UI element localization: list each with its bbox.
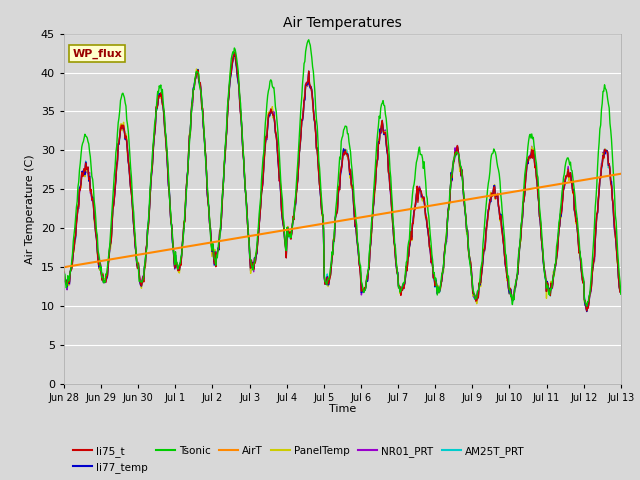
AM25T_PRT (231, 51, 239, 57)
NR01_PRT (230, 51, 238, 57)
AM25T_PRT (617, 287, 625, 293)
NR01_PRT (617, 287, 625, 292)
PanelTemp (617, 289, 625, 295)
li75_t (214, 249, 221, 255)
li77_temp (583, 309, 591, 314)
Line: PanelTemp: PanelTemp (64, 54, 621, 312)
PanelTemp (184, 168, 192, 174)
Tsonic (428, 240, 435, 246)
li75_t (411, 207, 419, 213)
li75_t (583, 308, 591, 314)
PanelTemp (411, 205, 419, 211)
AM25T_PRT (70, 245, 78, 251)
li77_temp (428, 255, 435, 261)
li77_temp (411, 205, 419, 211)
Y-axis label: Air Temperature (C): Air Temperature (C) (26, 154, 35, 264)
Tsonic (70, 231, 78, 237)
AM25T_PRT (184, 168, 192, 173)
NR01_PRT (184, 166, 192, 172)
Text: WP_flux: WP_flux (72, 48, 122, 59)
Line: NR01_PRT: NR01_PRT (64, 54, 621, 310)
Line: AM25T_PRT: AM25T_PRT (64, 54, 621, 311)
Tsonic (60, 271, 68, 276)
PanelTemp (583, 309, 591, 314)
AirT (60, 264, 68, 270)
li75_t (70, 245, 78, 251)
Line: li75_t: li75_t (64, 52, 621, 311)
Tsonic (583, 303, 591, 309)
NR01_PRT (583, 307, 591, 312)
Title: Air Temperatures: Air Temperatures (283, 16, 402, 30)
NR01_PRT (411, 206, 419, 212)
AM25T_PRT (127, 187, 135, 193)
AirT (127, 253, 135, 259)
NR01_PRT (127, 191, 135, 197)
AirT (214, 239, 221, 244)
li75_t (231, 49, 239, 55)
AirT (70, 263, 78, 268)
PanelTemp (428, 254, 435, 260)
Tsonic (184, 164, 192, 170)
li75_t (428, 259, 435, 265)
li77_temp (231, 50, 239, 56)
Tsonic (617, 291, 625, 297)
Legend: li75_t, li77_temp, Tsonic, AirT, PanelTemp, NR01_PRT, AM25T_PRT: li75_t, li77_temp, Tsonic, AirT, PanelTe… (69, 442, 529, 477)
li75_t (60, 269, 68, 275)
Tsonic (127, 174, 135, 180)
NR01_PRT (214, 249, 221, 255)
Tsonic (305, 37, 312, 43)
X-axis label: Time: Time (329, 405, 356, 414)
PanelTemp (230, 51, 237, 57)
li77_temp (184, 167, 192, 173)
li77_temp (214, 249, 221, 255)
li77_temp (127, 187, 135, 193)
li75_t (127, 190, 135, 196)
AM25T_PRT (411, 205, 419, 211)
Line: Tsonic: Tsonic (64, 40, 621, 306)
li75_t (184, 168, 192, 173)
PanelTemp (214, 252, 221, 258)
Tsonic (214, 255, 221, 261)
AirT (184, 243, 192, 249)
AirT (410, 205, 418, 211)
li75_t (617, 289, 625, 295)
AM25T_PRT (583, 308, 591, 314)
Line: li77_temp: li77_temp (64, 53, 621, 312)
NR01_PRT (70, 243, 78, 249)
AM25T_PRT (428, 257, 435, 263)
li77_temp (60, 270, 68, 276)
AM25T_PRT (214, 251, 221, 256)
PanelTemp (127, 188, 135, 194)
NR01_PRT (428, 260, 435, 266)
Line: AirT: AirT (64, 174, 621, 267)
NR01_PRT (60, 264, 68, 269)
PanelTemp (60, 264, 68, 270)
li77_temp (70, 245, 78, 251)
AirT (426, 203, 434, 209)
PanelTemp (70, 249, 78, 255)
li77_temp (617, 289, 625, 295)
AirT (617, 171, 625, 177)
Tsonic (411, 176, 419, 182)
AM25T_PRT (60, 266, 68, 272)
